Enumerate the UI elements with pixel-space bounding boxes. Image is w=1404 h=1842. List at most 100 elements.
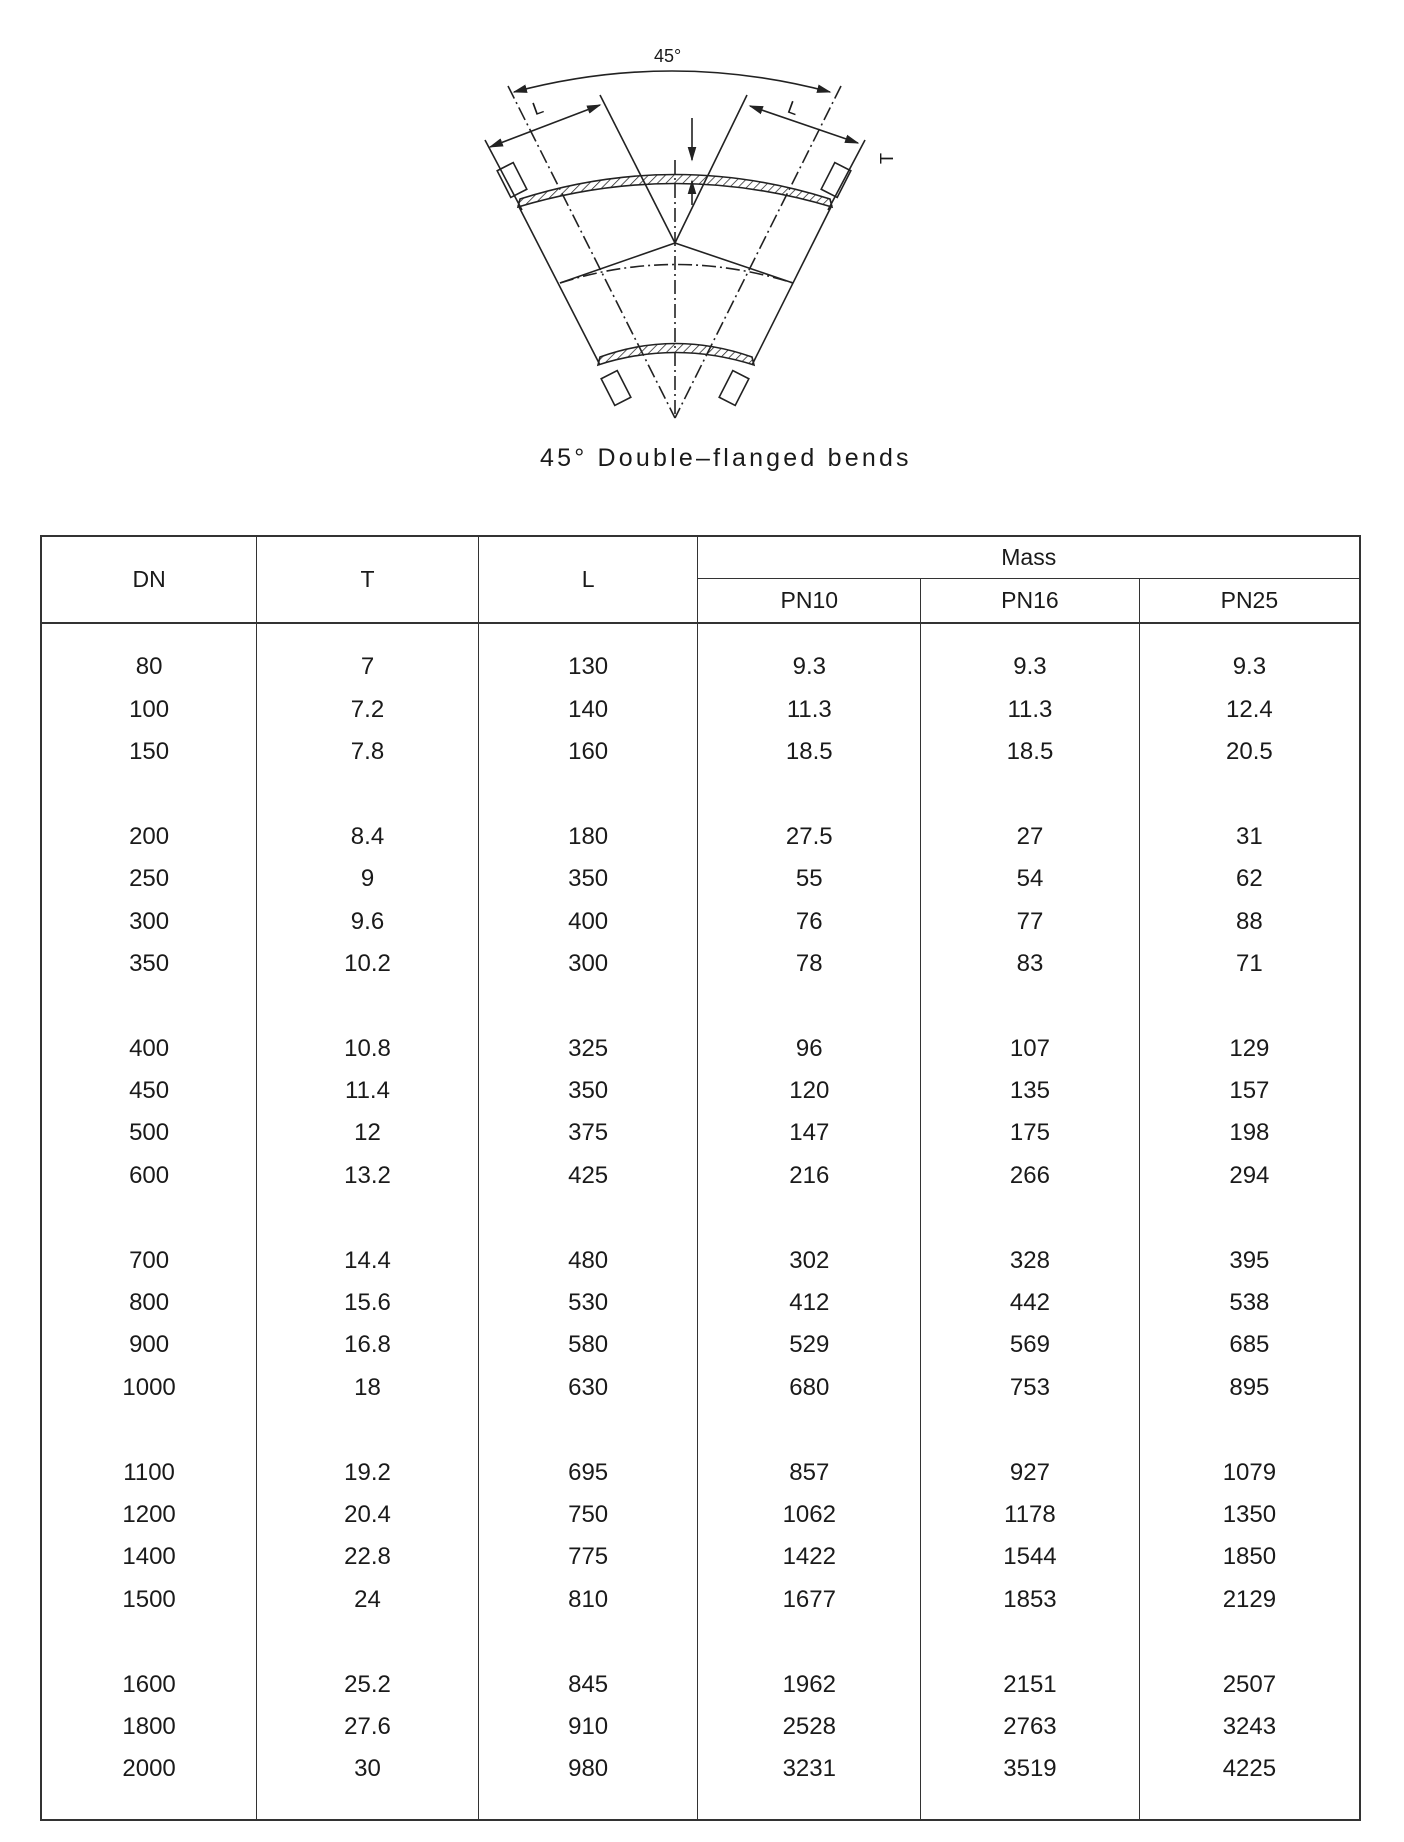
cell-mass-pn25: 129 [1138, 1027, 1361, 1070]
cell-mass-pn10: 147 [697, 1112, 922, 1155]
empty-cell [920, 1197, 1140, 1240]
empty-cell [477, 1197, 699, 1240]
empty-cell [920, 1790, 1140, 1820]
empty-cell [256, 1790, 479, 1820]
cell-mass-pn25: 1350 [1138, 1493, 1361, 1537]
cell-mass-pn16: 927 [920, 1451, 1140, 1494]
cell-dn: 80 [40, 646, 258, 689]
empty-cell [920, 1409, 1140, 1452]
empty-cell [697, 1197, 922, 1240]
cell-mass-pn25: 1850 [1138, 1536, 1361, 1579]
cell-l: 325 [477, 1027, 699, 1070]
cell-mass-pn16: 83 [920, 942, 1140, 986]
cell-mass-pn25: 157 [1138, 1069, 1361, 1113]
header-pn16: PN16 [920, 578, 1140, 623]
table-row: 900 16.8 580 529 569 685 [40, 1324, 1361, 1367]
empty-cell [1138, 985, 1361, 1028]
cell-mass-pn10: 1062 [697, 1493, 922, 1537]
cell-mass-pn16: 753 [920, 1366, 1140, 1410]
empty-cell [1138, 1790, 1361, 1820]
empty-cell [920, 1620, 1140, 1664]
cell-mass-pn16: 175 [920, 1112, 1140, 1155]
empty-cell [256, 623, 479, 646]
cell-mass-pn25: 395 [1138, 1239, 1361, 1282]
cell-l: 750 [477, 1493, 699, 1537]
cell-mass-pn16: 54 [920, 857, 1140, 901]
cell-mass-pn16: 3519 [920, 1748, 1140, 1791]
table-row: 2000 30 980 3231 3519 4225 [40, 1748, 1361, 1791]
cell-mass-pn25: 538 [1138, 1281, 1361, 1325]
cell-mass-pn25: 88 [1138, 900, 1361, 943]
table-row: 450 11.4 350 120 135 157 [40, 1069, 1361, 1113]
table-row: 1500 24 810 1677 1853 2129 [40, 1578, 1361, 1621]
thickness-label: T [877, 153, 897, 164]
cell-dn: 1500 [40, 1578, 258, 1621]
cell-mass-pn16: 11.3 [920, 688, 1140, 731]
empty-cell [477, 773, 699, 816]
empty-cell [920, 623, 1140, 646]
cell-l: 695 [477, 1451, 699, 1494]
cell-t: 19.2 [256, 1451, 479, 1494]
cell-t: 9 [256, 857, 479, 901]
cell-t: 22.8 [256, 1536, 479, 1579]
centerlines [507, 85, 842, 419]
cell-mass-pn25: 71 [1138, 942, 1361, 986]
cell-l: 580 [477, 1324, 699, 1367]
spacer-row [40, 1409, 1361, 1452]
cell-l: 160 [477, 730, 699, 774]
cell-l: 775 [477, 1536, 699, 1579]
cell-dn: 1100 [40, 1451, 258, 1494]
table-row: 600 13.2 425 216 266 294 [40, 1154, 1361, 1198]
cell-dn: 300 [40, 900, 258, 943]
cell-dn: 400 [40, 1027, 258, 1070]
cell-mass-pn25: 2507 [1138, 1663, 1361, 1706]
cell-mass-pn16: 328 [920, 1239, 1140, 1282]
cell-t: 24 [256, 1578, 479, 1621]
cell-mass-pn25: 685 [1138, 1324, 1361, 1367]
empty-cell [40, 1790, 258, 1820]
empty-cell [477, 623, 699, 646]
cell-t: 7 [256, 646, 479, 689]
cell-mass-pn25: 895 [1138, 1366, 1361, 1410]
cell-mass-pn16: 266 [920, 1154, 1140, 1198]
cell-l: 480 [477, 1239, 699, 1282]
cell-t: 14.4 [256, 1239, 479, 1282]
empty-cell [40, 773, 258, 816]
empty-cell [697, 623, 922, 646]
table-body: 80 7 130 9.3 9.3 9.3 100 7.2 140 11.3 11.3 12.4 150 7… [40, 623, 1361, 1820]
cell-dn: 700 [40, 1239, 258, 1282]
cell-mass-pn16: 135 [920, 1069, 1140, 1113]
empty-cell [1138, 773, 1361, 816]
empty-cell [920, 985, 1140, 1028]
header-pn10: PN10 [697, 578, 922, 623]
cell-mass-pn10: 27.5 [697, 815, 922, 858]
angle-label: 45° [654, 46, 682, 66]
cell-dn: 1400 [40, 1536, 258, 1579]
bottom-wall [596, 342, 756, 367]
header-t: T [256, 536, 479, 623]
cell-dn: 250 [40, 857, 258, 901]
cell-t: 7.2 [256, 688, 479, 731]
cell-mass-pn10: 412 [697, 1281, 922, 1325]
table-row: 700 14.4 480 302 328 395 [40, 1239, 1361, 1282]
cell-mass-pn25: 2129 [1138, 1578, 1361, 1621]
cell-t: 15.6 [256, 1281, 479, 1325]
cell-mass-pn16: 2151 [920, 1663, 1140, 1706]
cell-t: 18 [256, 1366, 479, 1410]
cell-mass-pn16: 1178 [920, 1493, 1140, 1537]
dimensions-table: DN T L Mass PN10 PN16 PN25 80 7 130 9.3 9.3 9… [40, 535, 1361, 1821]
cell-mass-pn16: 77 [920, 900, 1140, 943]
cell-t: 9.6 [256, 900, 479, 943]
cell-dn: 500 [40, 1112, 258, 1155]
cell-mass-pn10: 18.5 [697, 730, 922, 774]
cell-l: 300 [477, 942, 699, 986]
cell-mass-pn16: 569 [920, 1324, 1140, 1367]
cell-l: 180 [477, 815, 699, 858]
cell-l: 375 [477, 1112, 699, 1155]
cell-mass-pn10: 1677 [697, 1578, 922, 1621]
cell-dn: 1000 [40, 1366, 258, 1410]
empty-cell [697, 985, 922, 1028]
cell-mass-pn10: 11.3 [697, 688, 922, 731]
cell-mass-pn10: 76 [697, 900, 922, 943]
empty-cell [697, 1620, 922, 1664]
